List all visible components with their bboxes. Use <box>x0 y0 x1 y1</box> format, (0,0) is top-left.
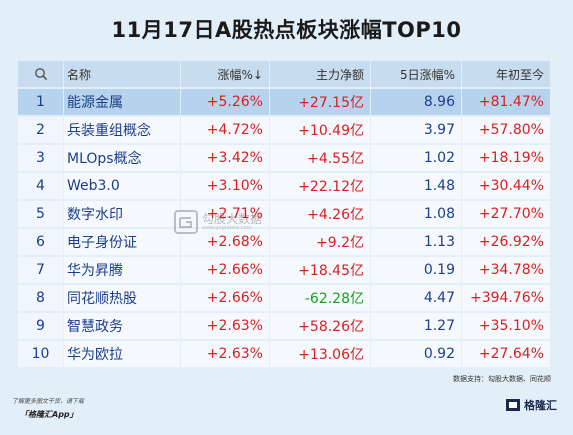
table-row[interactable]: 4 Web3.0 +3.10% +22.12亿 1.48 +30.44% <box>18 173 550 201</box>
rank-cell: 5 <box>18 201 63 227</box>
table-row[interactable]: 2 兵装重组概念 +4.72% +10.49亿 3.97 +57.80% <box>18 117 550 145</box>
ytd-cell: +27.70% <box>462 201 550 227</box>
table-header-row: 名称 涨幅%↓ 主力净额 5日涨幅% 年初至今 <box>18 61 550 89</box>
five-day-cell: 0.19 <box>371 257 461 283</box>
table-row[interactable]: 8 同花顺热股 +2.66% -62.28亿 4.47 +394.76% <box>18 285 550 313</box>
net-cell: +18.45亿 <box>270 257 370 283</box>
ytd-cell: +57.80% <box>462 117 550 143</box>
table-row[interactable]: 7 华为昇腾 +2.66% +18.45亿 0.19 +34.78% <box>18 257 550 285</box>
ytd-cell: +27.64% <box>462 341 550 367</box>
five-day-cell: 1.13 <box>371 229 461 255</box>
name-cell: Web3.0 <box>64 173 180 199</box>
table-row[interactable]: 5 数字水印 +2.71% +4.26亿 1.08 +27.70% <box>18 201 550 229</box>
table-row[interactable]: 1 能源金属 +5.26% +27.15亿 8.96 +81.47% <box>18 89 550 117</box>
change-cell: +3.10% <box>181 173 269 199</box>
table-row[interactable]: 9 智慧政务 +2.63% +58.26亿 1.27 +35.10% <box>18 313 550 341</box>
rank-cell: 3 <box>18 145 63 171</box>
watermark-sub: www.gogudata.com <box>202 225 252 231</box>
five-day-cell: 1.48 <box>371 173 461 199</box>
net-cell: -62.28亿 <box>270 285 370 311</box>
five-day-cell: 4.47 <box>371 285 461 311</box>
change-cell: +5.26% <box>181 89 269 115</box>
ytd-cell: +30.44% <box>462 173 550 199</box>
rank-cell: 1 <box>18 89 63 115</box>
data-source: 数据支持：勾股大数据、同花顺 <box>453 375 551 383</box>
ytd-cell: +81.47% <box>462 89 550 115</box>
net-cell: +27.15亿 <box>270 89 370 115</box>
rank-cell: 2 <box>18 117 63 143</box>
ytd-cell: +394.76% <box>462 285 550 311</box>
change-cell: +2.63% <box>181 313 269 339</box>
name-cell: 智慧政务 <box>64 313 180 339</box>
rank-cell: 4 <box>18 173 63 199</box>
watermark-text: 勾股大数据 <box>202 212 263 226</box>
net-cell: +9.2亿 <box>270 229 370 255</box>
five-day-cell: 1.02 <box>371 145 461 171</box>
change-cell: +2.63% <box>181 341 269 367</box>
name-cell: 数字水印 <box>64 201 180 227</box>
five-day-cell: 1.08 <box>371 201 461 227</box>
ytd-cell: +34.78% <box>462 257 550 283</box>
change-cell: +2.68% <box>181 229 269 255</box>
five-day-cell: 3.97 <box>371 117 461 143</box>
net-cell: +4.26亿 <box>270 201 370 227</box>
change-cell: +3.42% <box>181 145 269 171</box>
ytd-cell: +18.19% <box>462 145 550 171</box>
net-cell: +13.06亿 <box>270 341 370 367</box>
name-cell: 电子身份证 <box>64 229 180 255</box>
rank-cell: 10 <box>18 341 63 367</box>
five-day-cell: 1.27 <box>371 313 461 339</box>
net-cell: +22.12亿 <box>270 173 370 199</box>
five-day-cell: 0.92 <box>371 341 461 367</box>
name-cell: 兵装重组概念 <box>64 117 180 143</box>
footer-line-1: 了解更多图文干货，请下载 <box>12 398 85 405</box>
column-header-name[interactable]: 名称 <box>64 61 180 87</box>
column-header-ytd[interactable]: 年初至今 <box>462 61 550 87</box>
brand-logo-icon <box>506 399 520 411</box>
name-cell: 华为欧拉 <box>64 341 180 367</box>
ytd-cell: +26.92% <box>462 229 550 255</box>
change-cell: +4.72% <box>181 117 269 143</box>
rank-cell: 8 <box>18 285 63 311</box>
search-icon[interactable] <box>34 67 48 81</box>
table-row[interactable]: 10 华为欧拉 +2.63% +13.06亿 0.92 +27.64% <box>18 341 550 369</box>
rank-cell: 6 <box>18 229 63 255</box>
brand-logo: 格隆汇 <box>506 397 557 413</box>
search-header-cell[interactable] <box>18 61 63 87</box>
net-cell: +4.55亿 <box>270 145 370 171</box>
ytd-cell: +35.10% <box>462 313 550 339</box>
page-title: 11月17日A股热点板块涨幅TOP10 <box>111 18 462 42</box>
watermark: 勾股大数据 www.gogudata.com <box>174 210 262 234</box>
change-cell: +2.66% <box>181 285 269 311</box>
column-header-five-day[interactable]: 5日涨幅% <box>371 61 461 87</box>
change-cell: +2.71% <box>181 201 269 227</box>
rank-cell: 7 <box>18 257 63 283</box>
five-day-cell: 8.96 <box>371 89 461 115</box>
footer-line-2: 「格隆汇App」 <box>20 410 78 419</box>
name-cell: 能源金属 <box>64 89 180 115</box>
name-cell: 同花顺热股 <box>64 285 180 311</box>
table-row[interactable]: 6 电子身份证 +2.68% +9.2亿 1.13 +26.92% <box>18 229 550 257</box>
column-header-change[interactable]: 涨幅%↓ <box>181 61 269 87</box>
brand-logo-text: 格隆汇 <box>524 399 557 412</box>
net-cell: +10.49亿 <box>270 117 370 143</box>
column-header-net[interactable]: 主力净额 <box>270 61 370 87</box>
net-cell: +58.26亿 <box>270 313 370 339</box>
rank-cell: 9 <box>18 313 63 339</box>
table-row[interactable]: 3 MLOps概念 +3.42% +4.55亿 1.02 +18.19% <box>18 145 550 173</box>
name-cell: 华为昇腾 <box>64 257 180 283</box>
watermark-logo-icon <box>174 210 198 234</box>
change-cell: +2.66% <box>181 257 269 283</box>
name-cell: MLOps概念 <box>64 145 180 171</box>
